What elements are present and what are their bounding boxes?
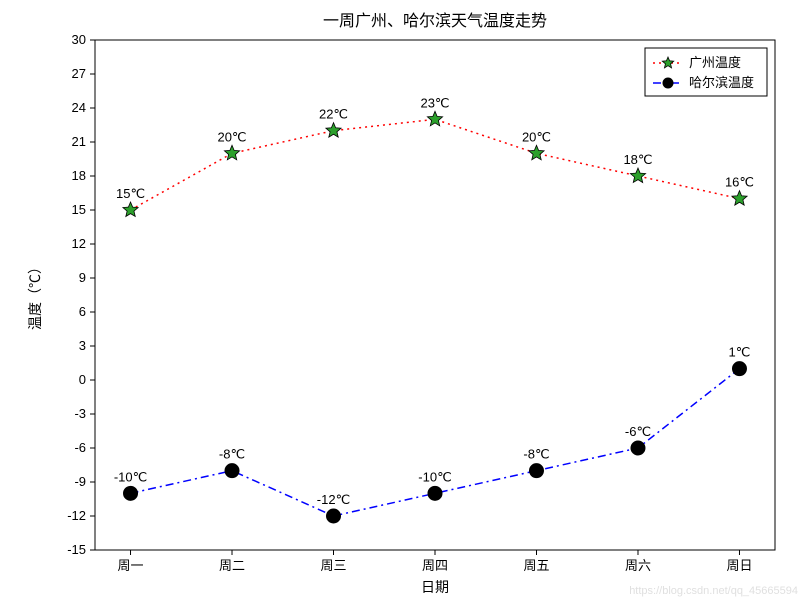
y-tick-label: 6 bbox=[79, 304, 86, 319]
data-label: 20℃ bbox=[522, 129, 551, 144]
chart-container: -15 -12 -9 -6 -3 0 3 6 9 12 15 18 21 24 27 30 周一 周二 周三 周四 周五… bbox=[0, 0, 806, 601]
watermark: https://blog.csdn.net/qq_45665594 bbox=[629, 585, 798, 597]
marker-circle bbox=[529, 464, 543, 478]
y-tick-label: 21 bbox=[72, 134, 86, 149]
legend-label: 哈尔滨温度 bbox=[689, 75, 754, 90]
chart-svg: -15 -12 -9 -6 -3 0 3 6 9 12 15 18 21 24 27 30 周一 周二 周三 周四 周五… bbox=[0, 0, 806, 601]
data-label: -10℃ bbox=[418, 469, 451, 484]
y-tick-label: 27 bbox=[72, 66, 86, 81]
y-tick-label: 15 bbox=[72, 202, 86, 217]
marker-circle bbox=[631, 441, 645, 455]
data-label: -12℃ bbox=[317, 492, 350, 507]
marker-circle bbox=[327, 509, 341, 523]
y-tick-label: 9 bbox=[79, 270, 86, 285]
y-tick-label: 3 bbox=[79, 338, 86, 353]
y-tick-label: -15 bbox=[67, 542, 86, 557]
x-tick-label: 周二 bbox=[219, 558, 245, 573]
x-tick-label: 周六 bbox=[625, 558, 651, 573]
chart-title: 一周广州、哈尔滨天气温度走势 bbox=[323, 12, 547, 30]
data-label: 15℃ bbox=[116, 186, 145, 201]
x-axis-label: 日期 bbox=[421, 579, 449, 595]
y-tick-label: 24 bbox=[72, 100, 86, 115]
data-label: 16℃ bbox=[725, 175, 754, 190]
y-tick-label: -3 bbox=[74, 406, 86, 421]
y-tick-label: 0 bbox=[79, 372, 86, 387]
data-label: 20℃ bbox=[217, 129, 246, 144]
y-axis-label: 温度（℃） bbox=[27, 260, 43, 330]
marker-circle bbox=[225, 464, 239, 478]
data-label: 22℃ bbox=[319, 107, 348, 122]
x-tick-label: 周三 bbox=[320, 558, 346, 573]
y-tick-label: 12 bbox=[72, 236, 86, 251]
data-label: 23℃ bbox=[420, 95, 449, 110]
y-tick-label: -9 bbox=[74, 474, 86, 489]
data-label: -6℃ bbox=[625, 424, 651, 439]
x-tick-label: 周五 bbox=[523, 558, 549, 573]
marker-circle bbox=[732, 362, 746, 376]
data-label: 1℃ bbox=[729, 345, 751, 360]
y-tick-label: 18 bbox=[72, 168, 86, 183]
marker-circle bbox=[124, 486, 138, 500]
data-label: 18℃ bbox=[623, 152, 652, 167]
marker-circle bbox=[428, 486, 442, 500]
legend-label: 广州温度 bbox=[689, 55, 741, 70]
x-tick-label: 周日 bbox=[726, 558, 752, 573]
data-label: -10℃ bbox=[114, 469, 147, 484]
x-tick-label: 周一 bbox=[118, 558, 144, 573]
y-tick-label: -12 bbox=[67, 508, 86, 523]
data-label: -8℃ bbox=[219, 447, 245, 462]
y-tick-label: 30 bbox=[72, 32, 86, 47]
legend-marker bbox=[663, 78, 673, 88]
x-tick-label: 周四 bbox=[422, 558, 448, 573]
data-label: -8℃ bbox=[523, 447, 549, 462]
y-tick-label: -6 bbox=[74, 440, 86, 455]
